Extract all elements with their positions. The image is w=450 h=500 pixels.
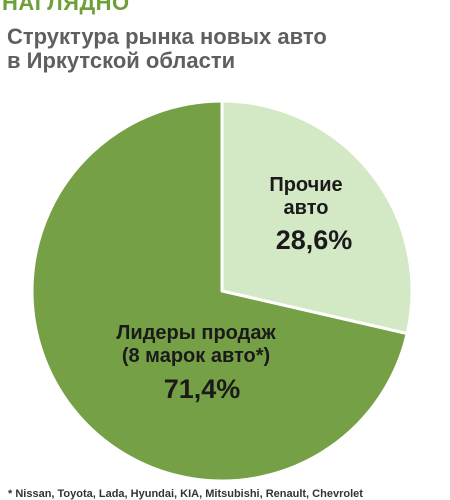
pie-slice-leaders xyxy=(30,99,409,483)
section-kicker: НАГЛЯДНО xyxy=(2,0,130,15)
leaders-value-label: 71,4% xyxy=(164,374,241,404)
leaders-label-line-1: Лидеры продаж xyxy=(116,322,276,344)
leaders-label-line-2: (8 марок авто*) xyxy=(122,345,270,367)
chart-title: Структура рынка новых авто в Иркутской о… xyxy=(7,25,447,73)
chart-title-line-1: Структура рынка новых авто xyxy=(7,24,327,49)
others-label-line-1: Прочие xyxy=(269,174,342,196)
others-label-line-2: авто xyxy=(284,197,329,219)
others-value-label: 28,6% xyxy=(276,225,353,255)
pie-slice-others xyxy=(220,99,414,336)
footnote: * Nissan, Toyota, Lada, Hyundai, KIA, Mi… xyxy=(8,488,363,500)
chart-title-line-2: в Иркутской области xyxy=(7,48,236,73)
pie-slices xyxy=(30,99,414,483)
